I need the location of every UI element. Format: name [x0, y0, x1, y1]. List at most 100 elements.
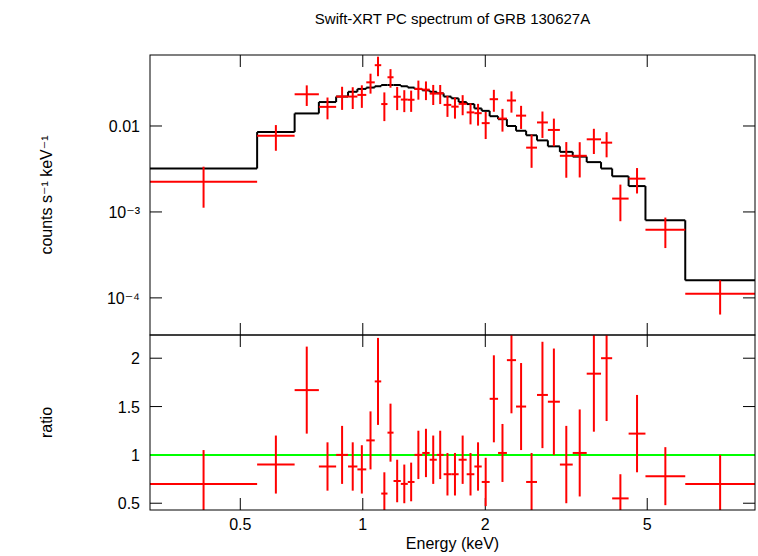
- chart: Swift-XRT PC spectrum of GRB 130627Acoun…: [0, 0, 758, 556]
- x-tick: [485, 335, 486, 347]
- error-bar: [203, 450, 205, 510]
- error-bar: [275, 436, 277, 494]
- error-bar: [432, 85, 434, 105]
- step-riser: [644, 186, 646, 220]
- error-bar: [593, 335, 595, 432]
- error-bar: [454, 453, 456, 496]
- x-tick: [647, 55, 648, 67]
- error-bar: [606, 335, 608, 421]
- error-bar: [341, 426, 343, 484]
- y-tick: [743, 211, 755, 212]
- error-bar: [541, 342, 543, 448]
- y-tick: [150, 125, 162, 126]
- step-riser: [611, 169, 613, 177]
- error-bar: [593, 129, 595, 154]
- error-bar: [565, 142, 567, 178]
- y-label: ratio: [38, 407, 55, 438]
- error-bar: [341, 87, 343, 110]
- error-bar: [390, 69, 392, 88]
- model-step: [537, 139, 548, 141]
- error-bar: [477, 442, 479, 490]
- x-tick: [240, 498, 241, 510]
- error-bar: [439, 85, 441, 104]
- error-bar: [510, 335, 512, 413]
- error-bar: [390, 404, 392, 462]
- x-tick: [647, 335, 648, 347]
- model-step: [612, 175, 628, 177]
- plot-area: [150, 335, 755, 510]
- model-step: [295, 112, 319, 114]
- y-tick: [150, 406, 162, 407]
- error-bar: [619, 474, 621, 510]
- error-bar: [565, 426, 567, 503]
- error-bar: [352, 442, 354, 490]
- x-tick: [647, 498, 648, 510]
- y-tick-label: 2: [131, 350, 140, 367]
- y-tick: [743, 503, 755, 504]
- error-bar: [377, 338, 379, 425]
- x-tick: [485, 55, 486, 67]
- error-bar: [403, 90, 405, 112]
- model-step: [516, 130, 526, 132]
- error-bar: [553, 349, 555, 455]
- error-bar: [352, 87, 354, 109]
- y-tick: [150, 211, 162, 212]
- x-tick-label: 2: [481, 516, 490, 533]
- error-bar: [579, 142, 581, 177]
- x-tick: [240, 55, 241, 67]
- error-bar: [425, 429, 427, 477]
- model-step: [490, 115, 498, 117]
- error-bar: [636, 395, 638, 472]
- y-tick: [743, 125, 755, 126]
- reference-line: [150, 454, 755, 456]
- error-bar: [327, 442, 329, 490]
- error-bar: [520, 106, 522, 129]
- error-bar: [361, 445, 363, 493]
- y-tick-label: 0.01: [109, 118, 140, 135]
- error-bar: [327, 98, 329, 120]
- step-riser: [256, 132, 258, 168]
- step-riser: [294, 113, 296, 132]
- error-bar: [485, 112, 487, 139]
- model-step: [381, 84, 387, 86]
- frame: [150, 55, 755, 335]
- x-tick-label: 5: [643, 516, 652, 533]
- error-bar: [501, 109, 503, 132]
- y-tick-label: 10⁻³: [108, 204, 140, 221]
- error-bar: [432, 436, 434, 484]
- error-bar: [377, 57, 379, 77]
- x-tick-label: 1: [358, 516, 367, 533]
- error-bar: [501, 424, 503, 482]
- error-bar: [446, 453, 448, 496]
- error-bar: [417, 431, 419, 479]
- error-bar: [361, 85, 363, 108]
- error-bar: [454, 98, 456, 119]
- error-bar: [493, 90, 495, 112]
- y-tick-label: 1.5: [118, 399, 140, 416]
- error-bar: [439, 431, 441, 479]
- error-bar: [477, 104, 479, 126]
- x-tick: [240, 335, 241, 347]
- error-bar: [383, 472, 385, 510]
- plot-area: [150, 57, 755, 315]
- y-tick: [743, 358, 755, 359]
- error-bar: [425, 81, 427, 100]
- y-tick-label: 0.5: [118, 495, 140, 512]
- error-bar: [275, 125, 277, 151]
- x-label: Energy (keV): [406, 535, 499, 552]
- model-step: [587, 161, 601, 163]
- model-step: [375, 85, 381, 87]
- error-bar: [410, 463, 412, 502]
- error-bar: [396, 460, 398, 503]
- x-tick: [362, 55, 363, 67]
- error-bar: [306, 347, 308, 434]
- y-tick: [150, 297, 162, 298]
- error-bar: [719, 280, 721, 314]
- x-tick: [362, 323, 363, 335]
- error-bar: [462, 95, 464, 115]
- error-bar: [403, 465, 405, 504]
- y-label: counts s⁻¹ keV⁻¹: [38, 135, 55, 254]
- y-tick: [743, 406, 755, 407]
- y-tick-label: 1: [131, 447, 140, 464]
- error-bar: [383, 92, 385, 121]
